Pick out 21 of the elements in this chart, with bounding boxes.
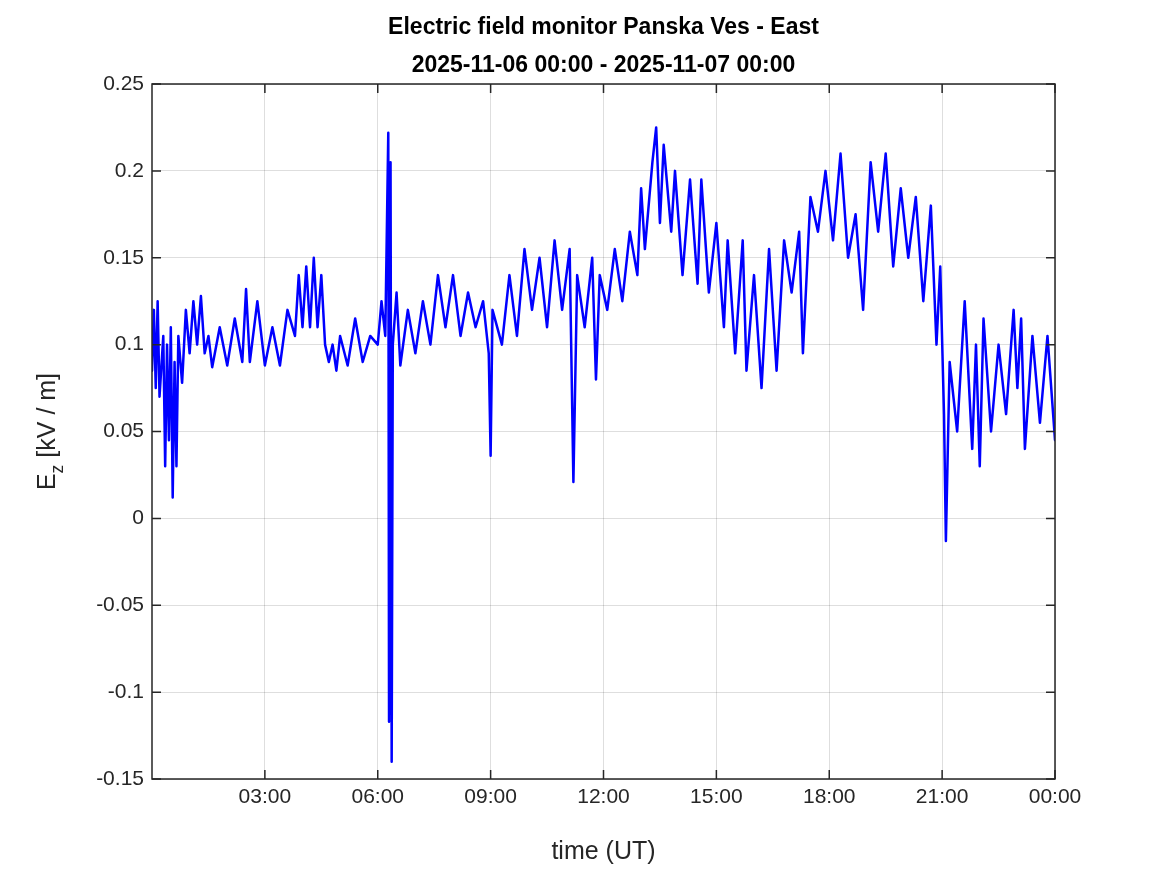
x-tick-label: 03:00 — [238, 784, 292, 808]
x-tick-label: 06:00 — [351, 784, 405, 808]
y-axis-title: Ez [kV / m] — [32, 372, 67, 491]
y-tick-label: 0.15 — [103, 244, 144, 268]
x-tick-label: 18:00 — [802, 784, 856, 808]
x-tick-label: 09:00 — [464, 784, 517, 808]
x-tick-label: 00:00 — [1028, 784, 1082, 808]
y-tick-label: 0.2 — [114, 157, 144, 181]
chart-subtitle: 2025-11-06 00:00 - 2025-11-07 00:00 — [411, 51, 796, 77]
y-tick-label: -0.05 — [96, 592, 144, 616]
y-tick-label: 0.05 — [103, 418, 144, 442]
y-tick-label: 0.25 — [103, 70, 144, 94]
x-tick-label: 12:00 — [577, 784, 630, 808]
y-tick-label: -0.15 — [96, 765, 144, 789]
x-tick-label: 21:00 — [915, 784, 969, 808]
y-tick-label: 0 — [132, 505, 144, 529]
y-tick-label: -0.1 — [107, 678, 144, 702]
chart-title: Electric field monitor Panska Ves - East — [388, 13, 820, 39]
x-tick-label: 15:00 — [690, 784, 743, 808]
y-tick-label: 0.1 — [114, 331, 144, 355]
x-axis-title: time (UT) — [551, 836, 656, 864]
